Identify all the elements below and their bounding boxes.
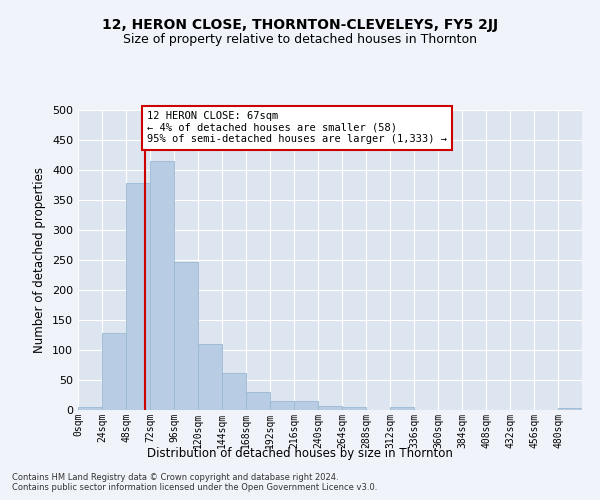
Bar	[270, 401, 294, 410]
Bar	[294, 401, 318, 410]
Bar	[342, 407, 366, 410]
Bar	[222, 373, 246, 410]
Bar	[390, 407, 414, 410]
Bar	[102, 333, 126, 410]
Text: Contains public sector information licensed under the Open Government Licence v3: Contains public sector information licen…	[12, 482, 377, 492]
Bar	[318, 406, 342, 410]
Bar	[126, 183, 150, 410]
Text: 12, HERON CLOSE, THORNTON-CLEVELEYS, FY5 2JJ: 12, HERON CLOSE, THORNTON-CLEVELEYS, FY5…	[102, 18, 498, 32]
Bar	[150, 161, 174, 410]
Text: Distribution of detached houses by size in Thornton: Distribution of detached houses by size …	[147, 448, 453, 460]
Bar	[78, 407, 102, 410]
Bar	[174, 262, 198, 410]
Y-axis label: Number of detached properties: Number of detached properties	[34, 167, 46, 353]
Text: Contains HM Land Registry data © Crown copyright and database right 2024.: Contains HM Land Registry data © Crown c…	[12, 472, 338, 482]
Bar	[558, 408, 582, 410]
Text: 12 HERON CLOSE: 67sqm
← 4% of detached houses are smaller (58)
95% of semi-detac: 12 HERON CLOSE: 67sqm ← 4% of detached h…	[147, 111, 447, 144]
Bar	[198, 344, 222, 410]
Bar	[246, 392, 270, 410]
Text: Size of property relative to detached houses in Thornton: Size of property relative to detached ho…	[123, 32, 477, 46]
